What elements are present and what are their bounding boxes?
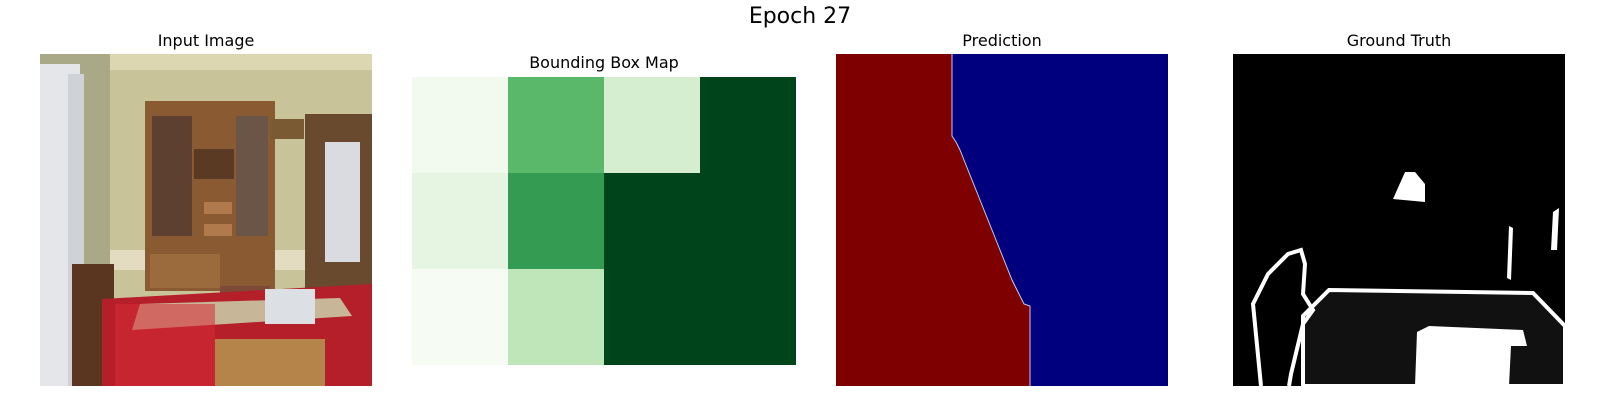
prediction-class-left bbox=[836, 54, 1030, 386]
bbox-cell-r2-c2 bbox=[604, 269, 701, 365]
object-blob-2 bbox=[1507, 226, 1513, 280]
ground-truth-mask bbox=[1233, 54, 1565, 386]
object-blob-3 bbox=[1551, 208, 1559, 250]
bbox-cell-r1-c3 bbox=[700, 173, 796, 270]
bbox-cell-r0-c2 bbox=[604, 77, 701, 174]
panel-title-prediction: Prediction bbox=[962, 31, 1042, 50]
bbox-cell-r0-c3 bbox=[700, 77, 796, 174]
bounding-box-map bbox=[412, 77, 796, 365]
panel-title-input: Input Image bbox=[157, 31, 255, 50]
bbox-cell-r0-c0 bbox=[412, 77, 509, 174]
bbox-cell-r1-c0 bbox=[412, 173, 509, 270]
object-blob-1 bbox=[1393, 172, 1425, 202]
bbox-cell-r1-c2 bbox=[604, 173, 701, 270]
panel-title-ground-truth: Ground Truth bbox=[1346, 31, 1452, 50]
bbox-cell-r2-c0 bbox=[412, 269, 509, 365]
bbox-cell-r1-c1 bbox=[508, 173, 605, 270]
panel-title-bbox: Bounding Box Map bbox=[529, 53, 679, 72]
prediction-mask bbox=[836, 54, 1168, 386]
input-image bbox=[40, 54, 372, 386]
bbox-cell-r0-c1 bbox=[508, 77, 605, 174]
object-blob-4 bbox=[1415, 326, 1527, 386]
figure-title: Epoch 27 bbox=[748, 4, 852, 29]
chair-outline bbox=[1250, 247, 1316, 386]
bbox-cell-r2-c1 bbox=[508, 269, 605, 365]
bbox-cell-r2-c3 bbox=[700, 269, 796, 365]
